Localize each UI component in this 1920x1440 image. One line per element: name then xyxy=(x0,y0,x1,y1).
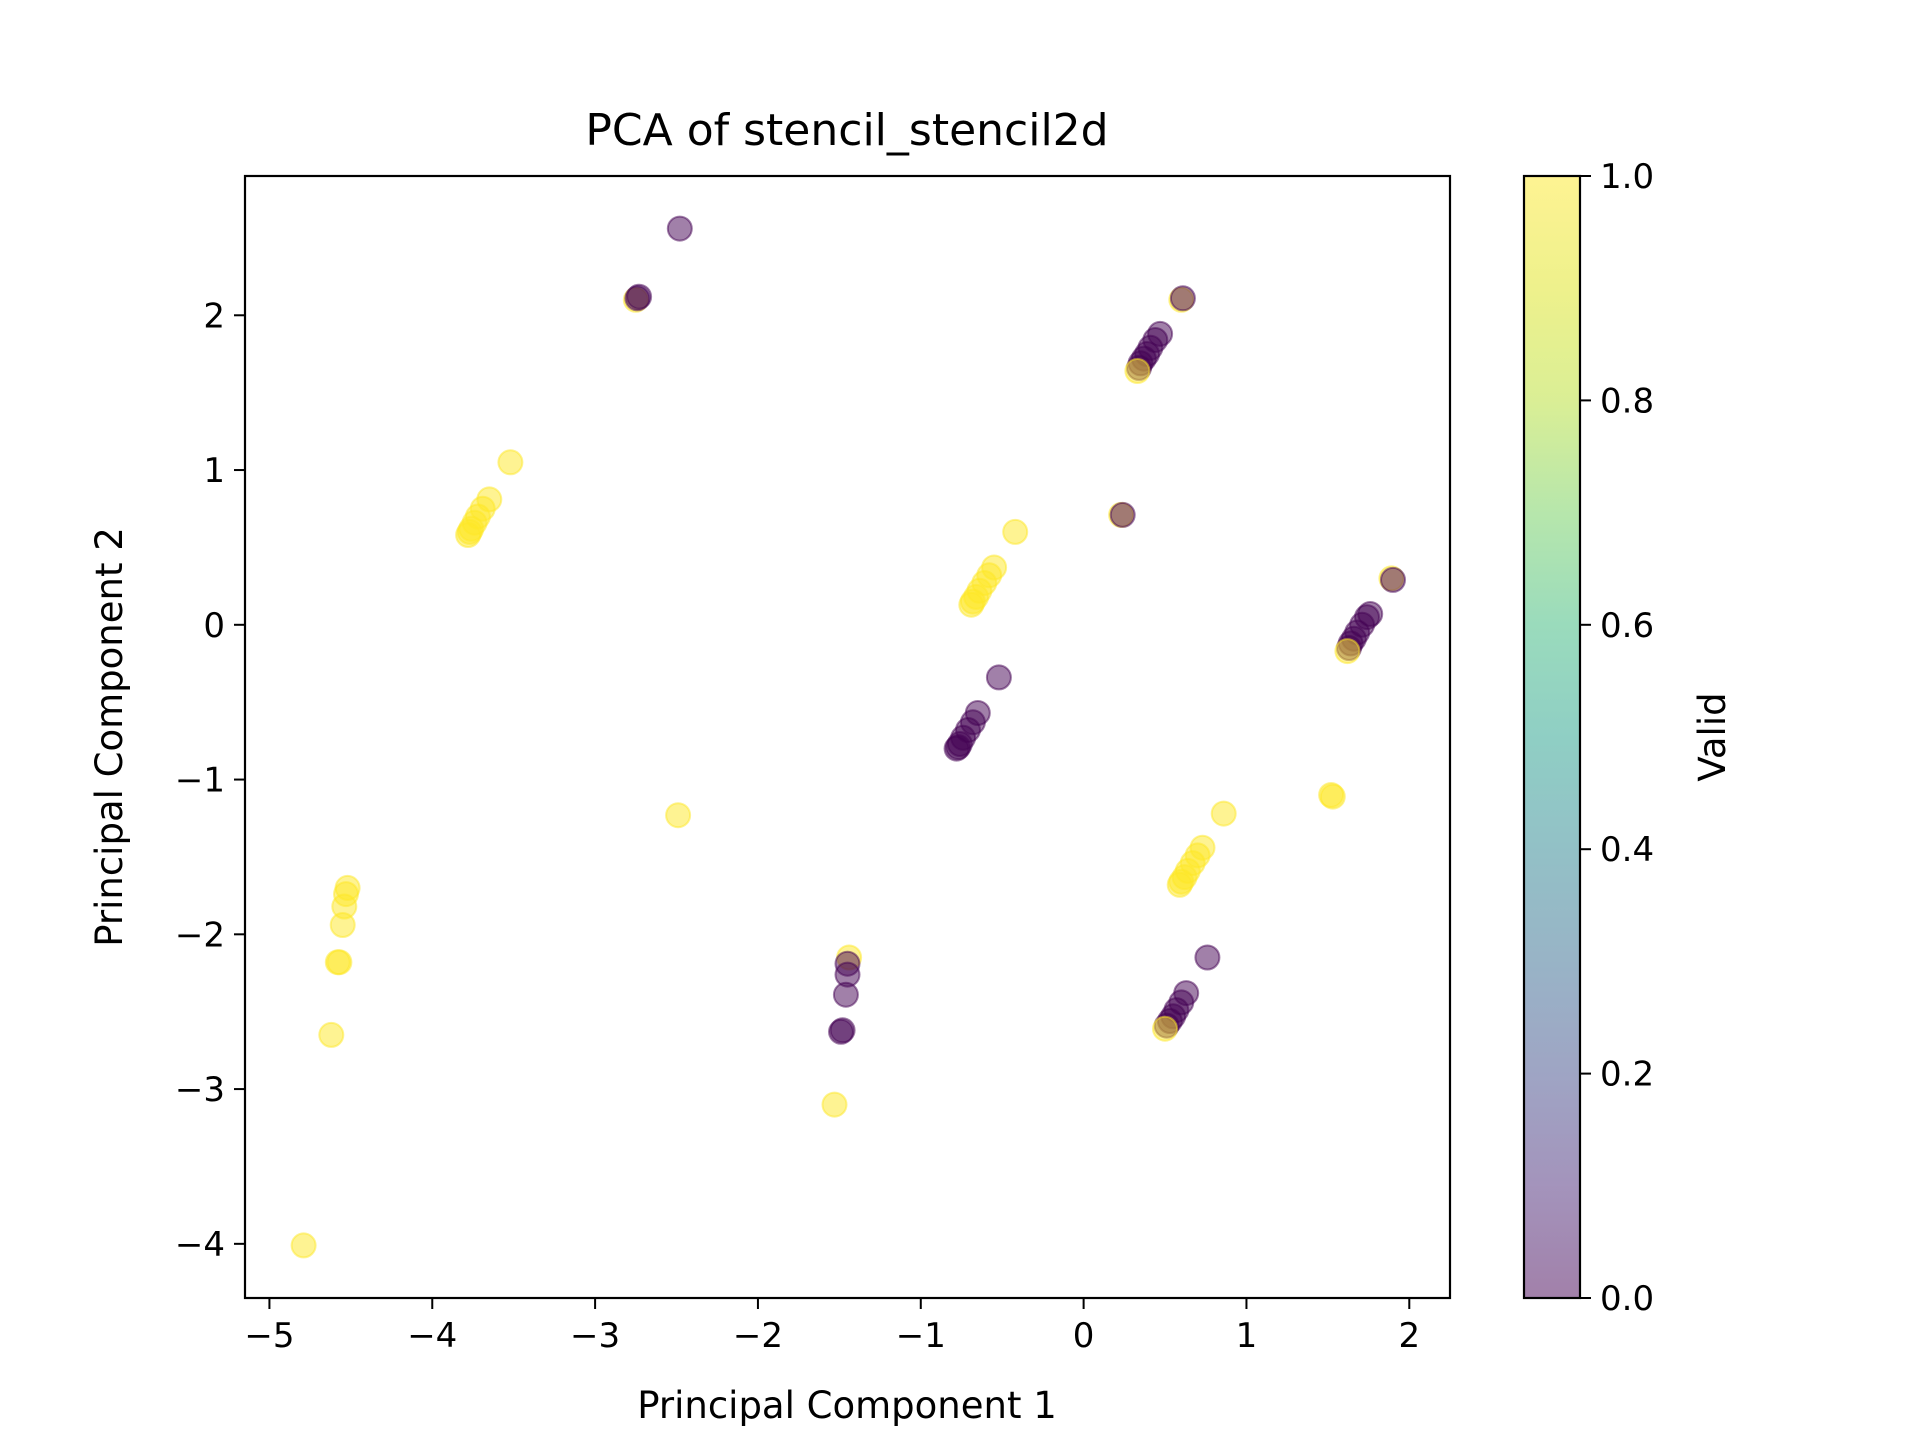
y-tick-label: −1 xyxy=(175,761,225,801)
x-tick-label: −4 xyxy=(407,1316,457,1356)
data-point xyxy=(1380,566,1406,593)
x-axis: −5 −4 −3 −2 −1 0 1 2 xyxy=(244,1298,1420,1356)
x-tick-label: −3 xyxy=(570,1316,620,1356)
data-point xyxy=(1319,783,1346,810)
data-point xyxy=(455,522,482,548)
data-point xyxy=(1109,501,1136,528)
data-point xyxy=(1194,944,1221,971)
data-point xyxy=(1166,871,1193,898)
y-tick-label: 2 xyxy=(203,296,225,336)
colorbar-tick-label: 0.2 xyxy=(1600,1055,1654,1095)
x-tick-label: −1 xyxy=(896,1316,946,1356)
data-point xyxy=(958,591,985,618)
data-point xyxy=(832,981,859,1008)
x-tick-label: 0 xyxy=(1073,1316,1095,1356)
y-tick-label: −2 xyxy=(175,915,225,955)
y-tick-label: 0 xyxy=(203,606,225,646)
data-point xyxy=(1210,800,1237,827)
colorbar-tick-label: 0.4 xyxy=(1600,830,1654,870)
colorbar-tick-label: 0.6 xyxy=(1600,606,1654,646)
colorbar: 0.0 0.2 0.4 0.6 0.8 1.0 Valid xyxy=(1522,157,1734,1319)
x-tick-label: 2 xyxy=(1398,1316,1420,1356)
data-point xyxy=(821,1091,848,1118)
data-point xyxy=(329,912,356,938)
chart-title: PCA of stencil_stencil2d xyxy=(585,105,1108,156)
data-point xyxy=(1169,285,1196,312)
y-tick-label: 1 xyxy=(203,451,225,491)
y-tick-label: −4 xyxy=(175,1225,225,1265)
data-point xyxy=(1152,1015,1178,1042)
data-point xyxy=(318,1021,345,1048)
scatter-points xyxy=(290,215,1406,1259)
colorbar-ticks: 0.0 0.2 0.4 0.6 0.8 1.0 xyxy=(1580,157,1654,1319)
data-point xyxy=(985,664,1012,691)
y-tick-label: −3 xyxy=(175,1070,225,1110)
x-tick-label: −2 xyxy=(733,1316,783,1356)
x-tick-label: −5 xyxy=(244,1316,294,1356)
x-axis-label: Principal Component 1 xyxy=(637,1384,1057,1427)
colorbar-gradient xyxy=(1524,176,1580,1298)
data-point xyxy=(665,802,692,829)
colorbar-frame xyxy=(1522,174,1582,1300)
y-axis-label: Principal Component 2 xyxy=(88,527,131,947)
colorbar-label: Valid xyxy=(1691,692,1734,781)
x-tick-label: 1 xyxy=(1236,1316,1258,1356)
data-point xyxy=(324,949,351,976)
data-point xyxy=(828,1018,854,1045)
colorbar-tick-label: 0.8 xyxy=(1600,381,1654,421)
data-point xyxy=(1002,518,1029,545)
data-point xyxy=(1124,358,1151,384)
colorbar-tick-label: 0.0 xyxy=(1600,1279,1654,1319)
colorbar-tick-label: 1.0 xyxy=(1600,157,1654,197)
data-point xyxy=(943,735,970,762)
plot-frame xyxy=(243,174,1452,1300)
data-point xyxy=(290,1232,317,1259)
data-point xyxy=(497,449,524,476)
y-axis: −4 −3 −2 −1 0 1 2 xyxy=(175,296,245,1265)
data-point xyxy=(1334,638,1361,665)
data-point xyxy=(626,283,653,310)
data-point xyxy=(666,215,693,242)
